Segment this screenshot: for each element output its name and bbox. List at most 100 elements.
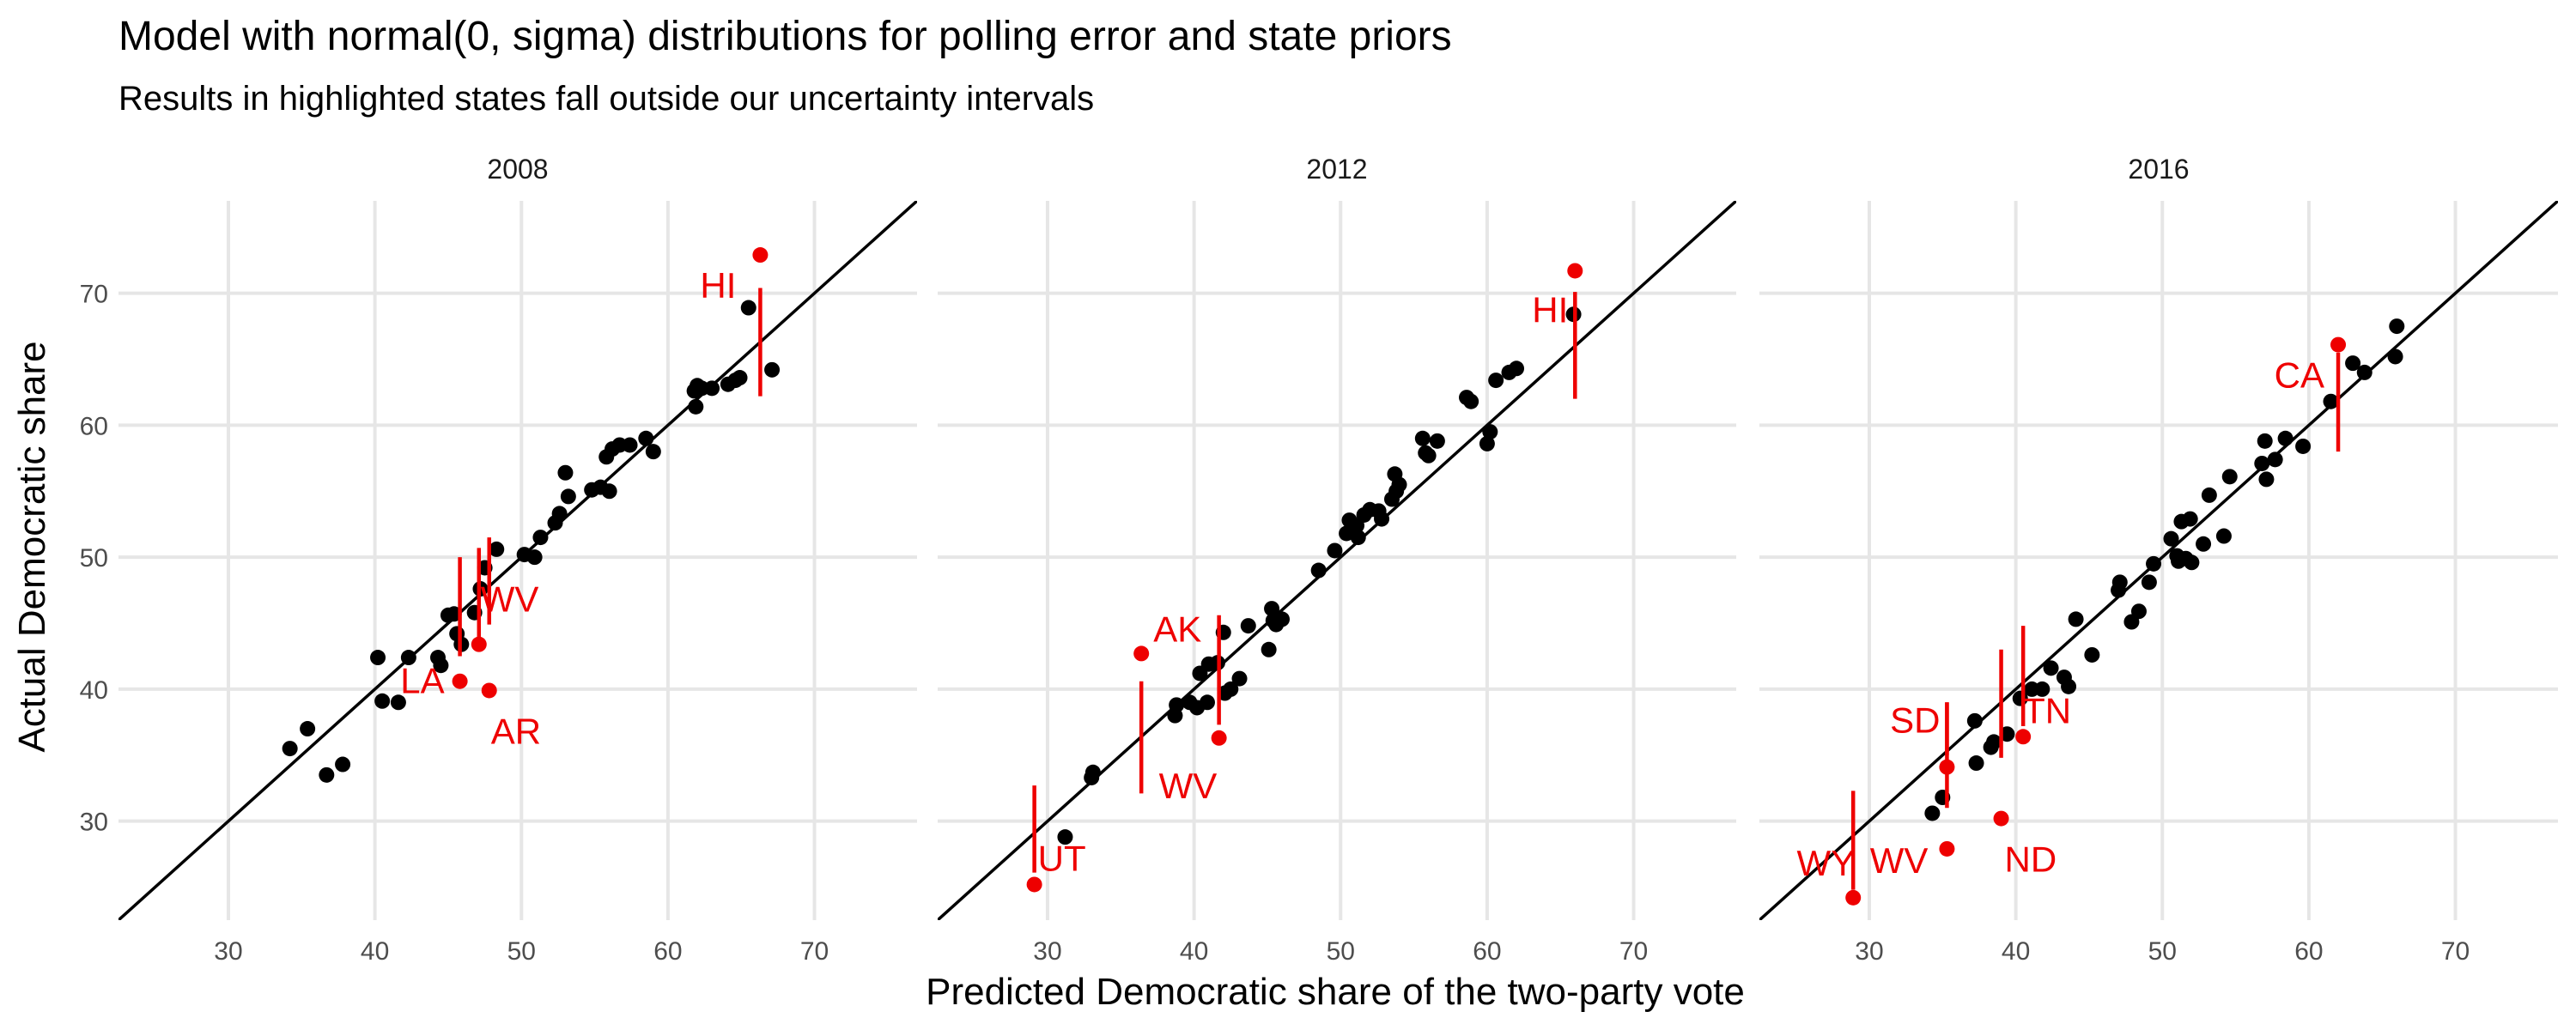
state-label-hi: HI bbox=[700, 265, 736, 306]
data-point bbox=[2043, 660, 2059, 676]
highlighted-point-nd bbox=[1993, 810, 2009, 827]
state-label-tn: TN bbox=[2023, 690, 2071, 730]
data-point bbox=[2084, 646, 2100, 663]
data-point bbox=[1231, 670, 1248, 687]
facet-panels: 2008 30 40 50 60 70 30 40 50 60 70 HI LA WV AR 2012 30 40… bbox=[80, 154, 2558, 966]
data-point bbox=[601, 483, 617, 500]
data-point bbox=[532, 530, 549, 546]
data-point bbox=[1057, 829, 1073, 845]
data-point bbox=[400, 650, 416, 666]
x-tick-label: 60 bbox=[1473, 937, 1501, 966]
data-point bbox=[2345, 355, 2361, 372]
state-label-la: LA bbox=[400, 661, 444, 701]
data-point bbox=[370, 650, 386, 666]
data-point bbox=[2034, 681, 2050, 697]
state-label-nd: ND bbox=[2005, 839, 2057, 880]
highlighted-point-hi bbox=[752, 247, 769, 264]
data-point bbox=[1488, 373, 1504, 389]
data-point bbox=[704, 380, 720, 397]
data-point bbox=[1986, 734, 2002, 750]
highlighted-point-ca bbox=[2330, 336, 2347, 353]
data-point bbox=[1479, 435, 1495, 451]
x-tick-label: 30 bbox=[1033, 937, 1061, 966]
state-label-ak: AK bbox=[1153, 609, 1201, 649]
data-point bbox=[1429, 433, 1445, 449]
data-point bbox=[2215, 528, 2232, 544]
data-point bbox=[1261, 641, 1277, 657]
data-point bbox=[1310, 562, 1327, 579]
x-tick-label: 50 bbox=[507, 937, 536, 966]
data-point bbox=[2323, 393, 2339, 409]
data-point bbox=[489, 541, 505, 557]
data-point bbox=[1391, 476, 1407, 493]
y-tick-label: 50 bbox=[80, 544, 108, 573]
x-tick-label: 50 bbox=[2148, 937, 2177, 966]
x-tick-label: 70 bbox=[2441, 937, 2470, 966]
data-point bbox=[1966, 712, 1983, 729]
reference-line-y-equals-x bbox=[938, 201, 1736, 920]
data-point bbox=[1274, 611, 1291, 627]
x-tick-label: 40 bbox=[361, 937, 389, 966]
data-point bbox=[282, 741, 298, 757]
data-point bbox=[526, 549, 543, 566]
data-point bbox=[2061, 678, 2077, 694]
data-point bbox=[374, 693, 391, 709]
highlighted-point-tn bbox=[2015, 729, 2032, 745]
x-tick-label: 60 bbox=[2294, 937, 2323, 966]
panel-2016: 2016 30 40 50 60 70 CA TN SD ND WV WY bbox=[1759, 154, 2558, 966]
data-point bbox=[551, 506, 568, 522]
x-tick-label: 40 bbox=[1180, 937, 1208, 966]
x-axis-label: Predicted Democratic share of the two-pa… bbox=[926, 971, 1745, 1013]
data-point bbox=[557, 464, 574, 481]
highlighted-point-wv bbox=[1939, 840, 1955, 857]
data-point bbox=[2257, 433, 2273, 449]
data-point bbox=[2277, 430, 2293, 446]
data-point bbox=[1199, 694, 1215, 711]
data-point bbox=[390, 694, 406, 711]
data-point bbox=[2258, 471, 2275, 488]
data-point bbox=[2221, 469, 2238, 485]
gridlines bbox=[1759, 201, 2558, 920]
data-point bbox=[645, 444, 661, 460]
data-point bbox=[1482, 424, 1498, 440]
data-point bbox=[1463, 393, 1479, 409]
data-point bbox=[1999, 726, 2015, 742]
data-point bbox=[2389, 318, 2405, 335]
y-tick-label: 30 bbox=[80, 809, 108, 837]
state-label-wv: WV bbox=[1870, 840, 1929, 881]
highlighted-point-wv bbox=[471, 636, 487, 652]
state-label-sd: SD bbox=[1890, 700, 1940, 741]
data-point bbox=[1350, 530, 1366, 546]
panel-strip-label: 2008 bbox=[487, 154, 548, 185]
data-point bbox=[1414, 430, 1431, 446]
data-point bbox=[622, 437, 638, 453]
data-point bbox=[2387, 348, 2403, 365]
data-point bbox=[2141, 574, 2157, 591]
data-point bbox=[2068, 611, 2084, 627]
data-point bbox=[688, 398, 704, 415]
data-point bbox=[1240, 618, 1256, 634]
state-label-wv: WV bbox=[1159, 766, 1218, 806]
x-tick-label: 30 bbox=[214, 937, 242, 966]
gridlines bbox=[938, 201, 1736, 920]
highlighted-point-hi bbox=[1567, 263, 1583, 279]
data-point bbox=[2182, 511, 2198, 527]
panel-2012: 2012 30 40 50 60 70 HI AK WV UT bbox=[938, 154, 1736, 966]
highlighted-point-wy bbox=[1845, 889, 1862, 906]
data-point bbox=[2146, 555, 2162, 572]
highlighted-point-la bbox=[452, 673, 468, 689]
data-point bbox=[1509, 360, 1525, 377]
data-point bbox=[446, 606, 462, 622]
x-tick-label: 60 bbox=[653, 937, 682, 966]
data-point bbox=[1169, 697, 1185, 713]
data-point bbox=[1924, 805, 1941, 821]
highlighted-point-wv bbox=[1211, 730, 1227, 746]
data-point bbox=[764, 361, 781, 378]
data-point bbox=[2163, 530, 2179, 547]
highlighted-point-ar bbox=[481, 682, 497, 699]
data-point bbox=[1264, 601, 1280, 617]
highlighted-point-ak bbox=[1133, 645, 1150, 662]
gridlines bbox=[118, 201, 917, 920]
